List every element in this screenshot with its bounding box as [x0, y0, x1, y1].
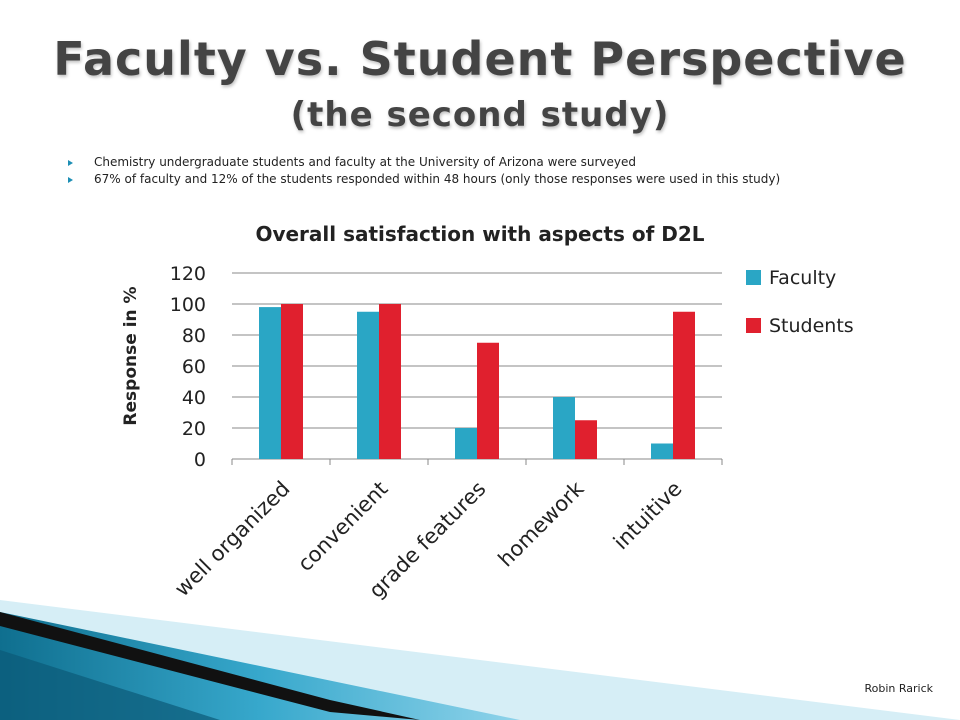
- x-tick-label: homework: [494, 476, 590, 572]
- y-tick-label: 20: [182, 418, 206, 440]
- y-tick-label: 120: [170, 263, 206, 285]
- bar-faculty: [455, 428, 477, 459]
- bar-faculty: [553, 397, 575, 459]
- decor-deep-band: [0, 650, 220, 720]
- x-tick-label: well organized: [170, 477, 295, 602]
- bar-students: [673, 311, 695, 459]
- bullet-arrow-icon: [68, 160, 73, 166]
- y-tick-label: 60: [182, 356, 206, 378]
- bar-students: [281, 304, 303, 459]
- legend-label-students: Students: [769, 315, 854, 337]
- legend-swatch-faculty: [746, 270, 761, 285]
- bar-students: [575, 420, 597, 459]
- bullet-text: Chemistry undergraduate students and fac…: [94, 155, 637, 169]
- y-tick-label: 0: [194, 449, 206, 471]
- bar-faculty: [259, 307, 281, 459]
- legend-label-faculty: Faculty: [769, 267, 836, 289]
- x-tick-label: intuitive: [609, 477, 687, 555]
- bullet-list: Chemistry undergraduate students and fac…: [68, 156, 868, 190]
- slide-subtitle: (the second study): [290, 95, 670, 135]
- bullet-item: 67% of faculty and 12% of the students r…: [68, 173, 868, 186]
- bar-students: [477, 342, 499, 459]
- y-tick-label: 40: [182, 387, 206, 409]
- bullet-arrow-icon: [68, 177, 73, 183]
- legend-swatch-students: [746, 318, 761, 333]
- y-tick-label: 100: [170, 294, 206, 316]
- slide-title: Faculty vs. Student Perspective: [53, 32, 907, 86]
- y-tick-label: 80: [182, 325, 206, 347]
- bar-faculty: [651, 443, 673, 459]
- bullet-text: 67% of faculty and 12% of the students r…: [94, 172, 781, 186]
- chart-title: Overall satisfaction with aspects of D2L: [255, 222, 704, 246]
- x-tick-label: convenient: [293, 477, 392, 576]
- y-axis-label: Response in %: [121, 286, 141, 425]
- bar-faculty: [357, 311, 379, 459]
- bar-students: [379, 304, 401, 459]
- author-footer: Robin Rarick: [864, 682, 933, 695]
- bullet-item: Chemistry undergraduate students and fac…: [68, 156, 868, 169]
